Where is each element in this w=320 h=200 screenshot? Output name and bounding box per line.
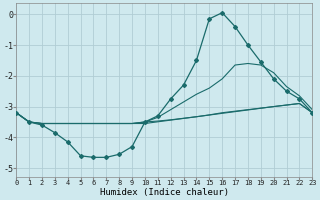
X-axis label: Humidex (Indice chaleur): Humidex (Indice chaleur) bbox=[100, 188, 229, 197]
